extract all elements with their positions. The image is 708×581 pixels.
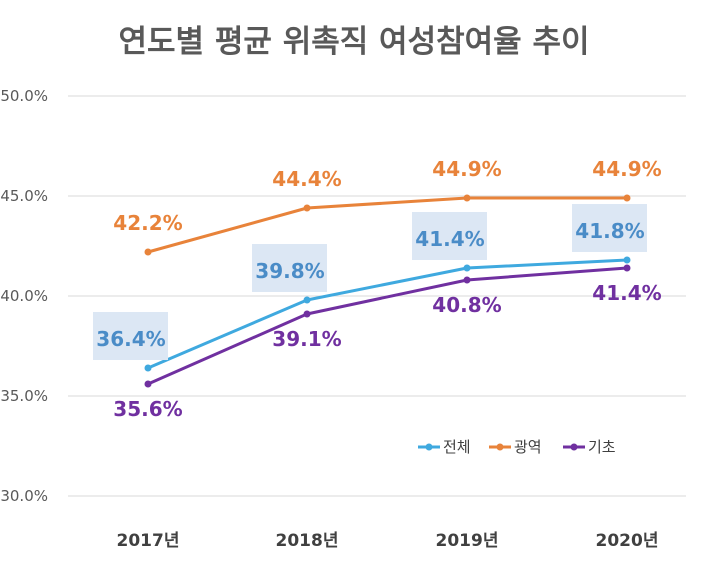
data-label: 41.4%	[592, 281, 661, 305]
legend-label: 광역	[514, 438, 542, 456]
data-label-box	[572, 204, 647, 252]
data-label: 44.4%	[272, 167, 341, 191]
data-point	[463, 264, 471, 272]
y-tick-label: 30.0%	[0, 487, 48, 505]
data-point	[303, 204, 311, 212]
data-point	[623, 256, 631, 264]
series-line-2	[147, 196, 627, 254]
x-tick-label: 2019년	[436, 531, 499, 551]
data-label: 36.4%	[96, 327, 165, 351]
series-line-1	[147, 258, 628, 370]
data-point	[144, 364, 152, 372]
legend: 전체 광역 기초	[418, 438, 616, 456]
data-point	[463, 276, 471, 284]
data-point	[623, 194, 631, 202]
legend-label: 전체	[443, 438, 471, 456]
legend-label: 기초	[588, 438, 616, 456]
data-label: 41.4%	[415, 227, 484, 251]
data-label-box	[93, 312, 168, 360]
data-label: 41.8%	[575, 219, 644, 243]
y-tick-label: 45.0%	[0, 187, 48, 205]
y-tick-label: 35.0%	[0, 387, 48, 405]
y-axis-ticks: 50.0% 45.0% 40.0% 35.0% 30.0%	[0, 87, 48, 505]
legend-marker	[570, 443, 578, 451]
data-label: 44.9%	[432, 157, 501, 181]
legend-marker	[496, 443, 504, 451]
data-point	[303, 310, 311, 318]
data-point	[623, 264, 631, 272]
x-axis-ticks: 2017년 2018년 2019년 2020년	[117, 531, 659, 551]
data-label: 39.8%	[255, 259, 324, 283]
series-lines	[144, 194, 631, 388]
gridlines	[68, 95, 686, 497]
x-tick-label: 2017년	[117, 531, 180, 551]
data-label: 39.1%	[272, 327, 341, 351]
x-tick-label: 2018년	[276, 531, 339, 551]
x-tick-label: 2020년	[596, 531, 659, 551]
data-label-box	[412, 212, 487, 260]
y-tick-label: 40.0%	[0, 287, 48, 305]
chart-title: 연도별 평균 위촉직 여성참여율 추이	[119, 24, 590, 60]
data-point	[144, 380, 152, 388]
data-point	[144, 248, 152, 256]
data-label: 35.6%	[113, 397, 182, 421]
data-label: 44.9%	[592, 157, 661, 181]
y-tick-label: 50.0%	[0, 87, 48, 105]
data-label: 40.8%	[432, 293, 501, 317]
data-labels: 36.4% 39.8% 41.4% 41.8% 42.2% 44.4% 44.9% 44.9%…	[93, 157, 662, 421]
data-point	[463, 194, 471, 202]
legend-marker	[425, 443, 433, 451]
data-point	[303, 296, 311, 304]
data-label-box	[252, 244, 327, 292]
series-line-3	[147, 266, 628, 386]
data-label: 42.2%	[113, 211, 182, 235]
